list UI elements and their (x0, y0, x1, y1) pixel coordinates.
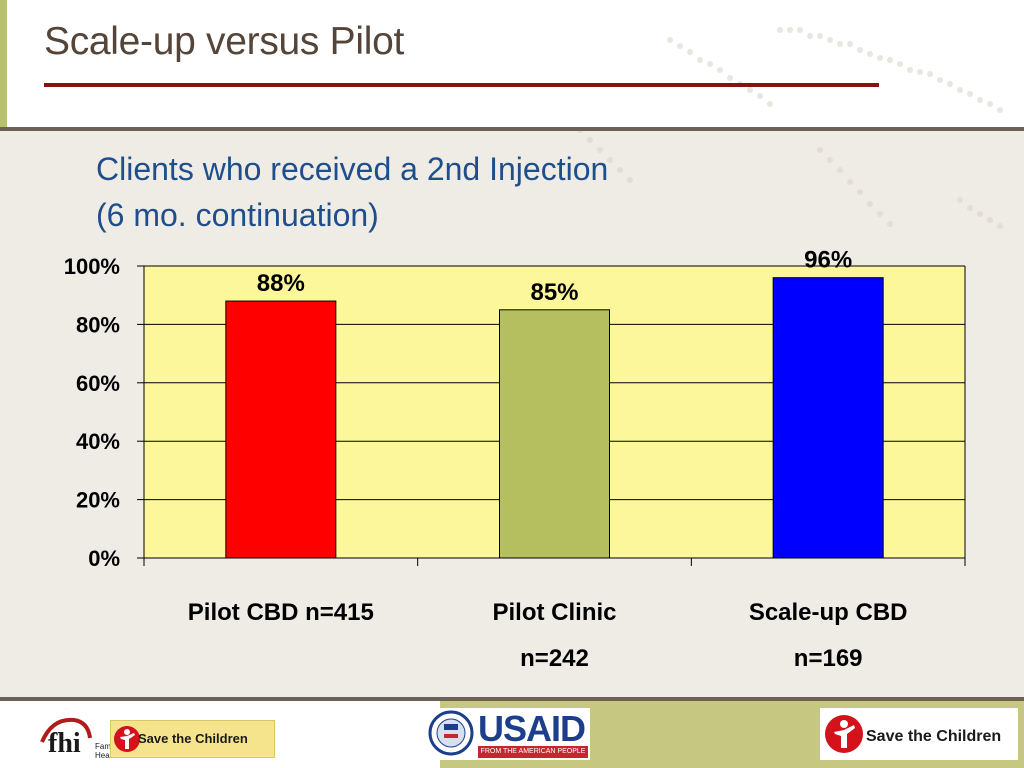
data-label: 85% (530, 279, 578, 306)
fhi-logo: fhi (48, 728, 81, 759)
title-underline (44, 83, 879, 87)
left-accent-bar (0, 0, 7, 128)
save-the-children-label-small: Save the Children (138, 731, 248, 746)
y-tick-label: 40% (76, 429, 120, 454)
x-category-label: n=242 (520, 645, 589, 672)
y-tick-label: 60% (76, 371, 120, 396)
footer-divider (0, 697, 1024, 701)
y-tick-label: 0% (88, 546, 120, 571)
x-category-label: Scale-up CBD (749, 599, 908, 626)
bar-chart: 0% 20% 40% 60% 80% 100% 88% Pilot CBD n=415 85% P… (64, 247, 966, 672)
header-divider (0, 127, 1024, 131)
x-category-label: Pilot Clinic (492, 599, 616, 626)
header-band (0, 0, 1024, 128)
world-map-watermark (577, 27, 1003, 229)
save-the-children-icon-large (825, 715, 863, 753)
slide-title: Scale-up versus Pilot (44, 20, 405, 63)
save-the-children-label: Save the Children (866, 728, 1002, 745)
x-category-label: Pilot CBD n=415 (188, 599, 374, 626)
data-label: 88% (257, 270, 305, 297)
x-category-label: n=169 (794, 645, 863, 672)
y-tick-label: 20% (76, 488, 120, 513)
y-tick-label: 100% (64, 254, 120, 279)
fhi-org-name: Family Health International, USA (95, 742, 119, 760)
data-label: 96% (804, 247, 852, 274)
subtitle-line-2: (6 mo. continuation) (96, 197, 379, 233)
bar (772, 277, 884, 559)
usaid-wordmark: USAID (478, 708, 586, 749)
fhi-logo-mark (40, 717, 92, 743)
save-the-children-logo (820, 708, 1018, 760)
save-the-children-icon (114, 726, 140, 752)
usaid-seal-icon (428, 710, 474, 756)
usaid-tagline: FROM THE AMERICAN PEOPLE (478, 746, 588, 758)
y-tick-label: 80% (76, 312, 120, 337)
bar (225, 300, 337, 559)
chart-subtitle: Clients who received a 2nd Injection (6 … (96, 146, 608, 238)
subtitle-line-1: Clients who received a 2nd Injection (96, 151, 609, 187)
bar (499, 309, 610, 559)
save-the-children-logo-small (110, 720, 275, 758)
